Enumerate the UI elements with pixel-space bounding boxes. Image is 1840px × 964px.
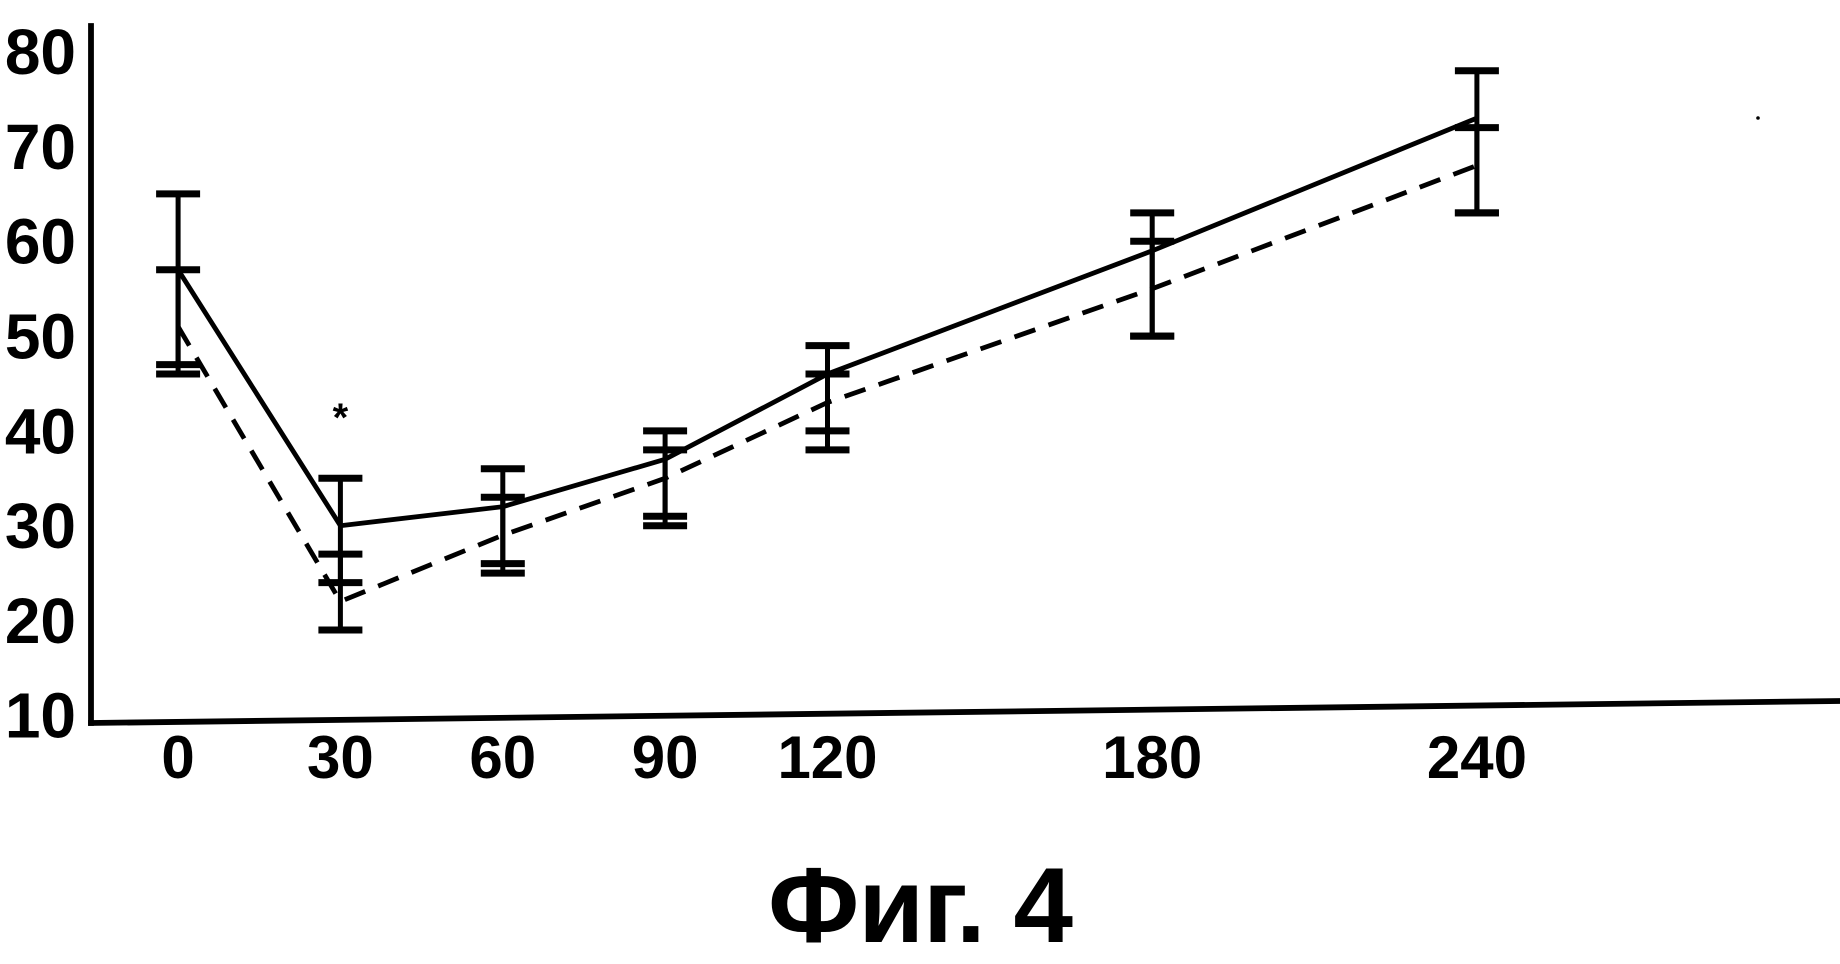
svg-text:60: 60 [469,724,536,791]
svg-text:90: 90 [632,724,699,791]
svg-text:10: 10 [5,680,76,752]
svg-text:120: 120 [777,724,877,791]
svg-text:50: 50 [5,301,76,373]
svg-text:*: * [333,396,349,440]
svg-text:30: 30 [5,490,76,562]
svg-text:70: 70 [5,111,76,183]
svg-text:20: 20 [5,585,76,657]
svg-text:30: 30 [307,724,374,791]
svg-text:60: 60 [5,206,76,278]
svg-text:0: 0 [161,724,194,791]
svg-text:180: 180 [1102,724,1202,791]
svg-text:240: 240 [1427,724,1527,791]
svg-text:80: 80 [5,16,76,88]
svg-text:40: 40 [5,395,76,467]
